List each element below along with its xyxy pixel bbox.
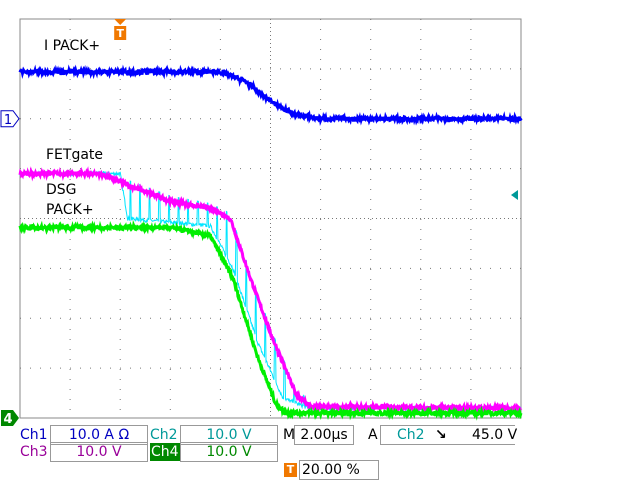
ch3-label[interactable]: Ch3 — [20, 444, 48, 460]
trace-ch1 — [18, 64, 523, 126]
trigger-box — [380, 425, 515, 445]
ch1-marker-label: 1 — [4, 113, 12, 128]
trace-label-fetgate: FETgate — [46, 147, 104, 163]
trigger-marker-letter: T — [116, 27, 124, 40]
ch4-marker-label: 4 — [3, 412, 12, 427]
timebase-value[interactable]: 2.00µs — [294, 425, 354, 445]
trigger-source[interactable]: Ch2 — [397, 427, 425, 443]
ch2-scale[interactable]: 10.0 V — [180, 425, 278, 445]
trace-ch3 — [18, 166, 523, 416]
ch3-scale[interactable]: 10.0 V — [50, 442, 148, 462]
trigger-label: A — [368, 427, 378, 443]
trace-label-dsg: DSG — [46, 182, 77, 198]
trigger-position-icon: T — [284, 463, 297, 477]
trace-ch4 — [18, 219, 523, 421]
ch4-scale[interactable]: 10.0 V — [180, 442, 278, 462]
trigger-position[interactable]: 20.00 % — [299, 460, 379, 480]
trace-label-pack: PACK+ — [46, 202, 94, 218]
ch4-ground-marker — [1, 410, 19, 426]
trace-label-ipack: I PACK+ — [44, 38, 101, 54]
ch1-ground-marker — [0, 110, 20, 128]
plot-frame — [19, 18, 522, 419]
ch1-scale[interactable]: 10.0 A Ω — [50, 425, 148, 445]
trigger-marker-icon — [114, 26, 127, 40]
trigger-level[interactable]: 45.0 V — [472, 427, 518, 443]
trigger-marker-arrow — [114, 19, 127, 25]
ch1-label[interactable]: Ch1 — [20, 427, 48, 443]
ch2-label[interactable]: Ch2 — [150, 427, 178, 443]
trigger-level-marker — [511, 190, 518, 200]
falling-edge-icon: ↘ — [435, 427, 447, 443]
ch4-label[interactable]: Ch4 — [150, 443, 180, 461]
timebase-label: M — [283, 427, 296, 443]
